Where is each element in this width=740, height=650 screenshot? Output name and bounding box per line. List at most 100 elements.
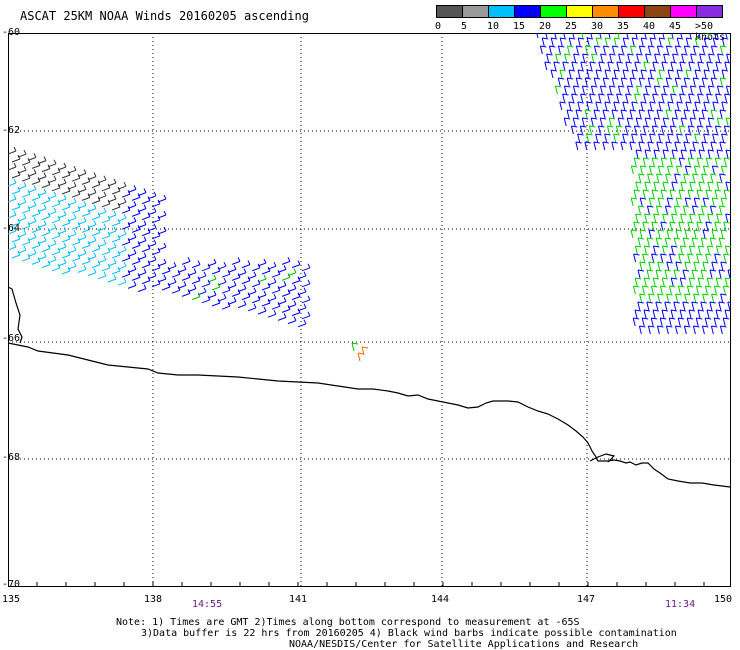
wind-barb (698, 149, 706, 159)
wind-barb (127, 233, 137, 241)
wind-barb (648, 165, 656, 175)
wind-barb (47, 191, 57, 200)
wind-barb (71, 205, 81, 214)
wind-barb (211, 298, 221, 307)
wind-barb (97, 255, 107, 264)
wind-barb (688, 93, 695, 103)
wind-barb (91, 196, 101, 205)
wind-barb (667, 37, 675, 47)
wind-barb (701, 109, 709, 119)
wind-barb (357, 352, 365, 362)
wind-barb (716, 85, 724, 95)
wind-barb (121, 253, 131, 262)
wind-barb (642, 157, 650, 167)
wind-barb (291, 308, 301, 317)
wind-barb (51, 215, 61, 224)
wind-barb (716, 181, 723, 191)
wind-barb (723, 253, 730, 263)
wind-barb (644, 33, 647, 39)
wind-barb (691, 269, 699, 279)
longitude-label: 141 (289, 594, 308, 605)
wind-barb (637, 301, 644, 311)
wind-barb (647, 77, 655, 87)
wind-barb (669, 189, 677, 199)
wind-barb (648, 197, 656, 207)
wind-barb (17, 165, 27, 174)
wind-barb (77, 249, 87, 257)
wind-barb (27, 169, 37, 177)
wind-barb (685, 101, 692, 111)
wind-barb (626, 33, 629, 39)
longitude-label: 150 (714, 594, 733, 605)
wind-barb (579, 125, 587, 135)
wind-barb (71, 221, 81, 230)
wind-barb (21, 189, 31, 198)
wind-barb (586, 133, 593, 143)
wind-barb (651, 125, 659, 135)
wind-barb (297, 303, 307, 312)
wind-barb (177, 281, 187, 289)
wind-barb (572, 33, 575, 39)
wind-barb (703, 133, 710, 143)
legend-swatch (644, 5, 671, 18)
legend-swatch (618, 5, 645, 18)
wind-barb (559, 69, 567, 79)
wind-barb (137, 284, 147, 293)
wind-barb (141, 244, 151, 253)
wind-barb (661, 93, 668, 103)
wind-barb (61, 234, 71, 243)
wind-barb (151, 215, 161, 224)
wind-barb (635, 149, 643, 159)
wind-barb (720, 261, 727, 271)
wind-barb (716, 149, 724, 159)
wind-barb (593, 45, 601, 55)
wind-barb (656, 77, 664, 87)
legend-swatch (462, 5, 489, 18)
wind-barb (622, 101, 629, 111)
wind-barb (107, 274, 117, 283)
wind-barb (107, 178, 117, 187)
wind-barb (633, 189, 641, 199)
wind-barb (724, 277, 731, 287)
wind-barb (644, 181, 651, 191)
wind-barb (673, 205, 681, 215)
wind-barb (217, 261, 227, 270)
wind-barb (562, 61, 569, 71)
wind-barb (698, 85, 706, 95)
legend-swatch (592, 5, 619, 18)
wind-barb (227, 297, 237, 305)
wind-barb (655, 301, 662, 311)
wind-barb (651, 221, 658, 231)
wind-barb (287, 316, 297, 325)
wind-barb (595, 101, 602, 111)
wind-barb (167, 261, 177, 270)
wind-barb (672, 53, 679, 63)
latitude-label: -62 (2, 125, 21, 136)
wind-barb (725, 213, 731, 223)
wind-barb (697, 245, 705, 255)
wind-barb (715, 309, 723, 319)
wind-barb (686, 317, 694, 327)
wind-barb (301, 279, 311, 288)
legend-swatch (566, 5, 593, 18)
wind-barb (554, 33, 557, 39)
wind-barb (685, 69, 693, 79)
wind-barb (635, 181, 642, 191)
wind-barb (701, 173, 708, 183)
wind-barb (557, 77, 565, 87)
wind-barb (622, 133, 629, 143)
wind-barb (636, 53, 643, 63)
wind-barb (709, 269, 717, 279)
coast-inlet (8, 286, 23, 344)
wind-barb (676, 101, 683, 111)
wind-barb (37, 204, 47, 213)
wind-barb (545, 33, 548, 39)
wind-barb (649, 69, 657, 79)
wind-barb (715, 245, 723, 255)
wind-barb (707, 213, 714, 223)
note-line-2: 3)Data buffer is 22 hrs from 20160205 4)… (141, 628, 677, 639)
legend-value: 15 (513, 21, 526, 32)
wind-barb (640, 101, 647, 111)
wind-barb (47, 175, 57, 184)
wind-barb (37, 252, 47, 261)
